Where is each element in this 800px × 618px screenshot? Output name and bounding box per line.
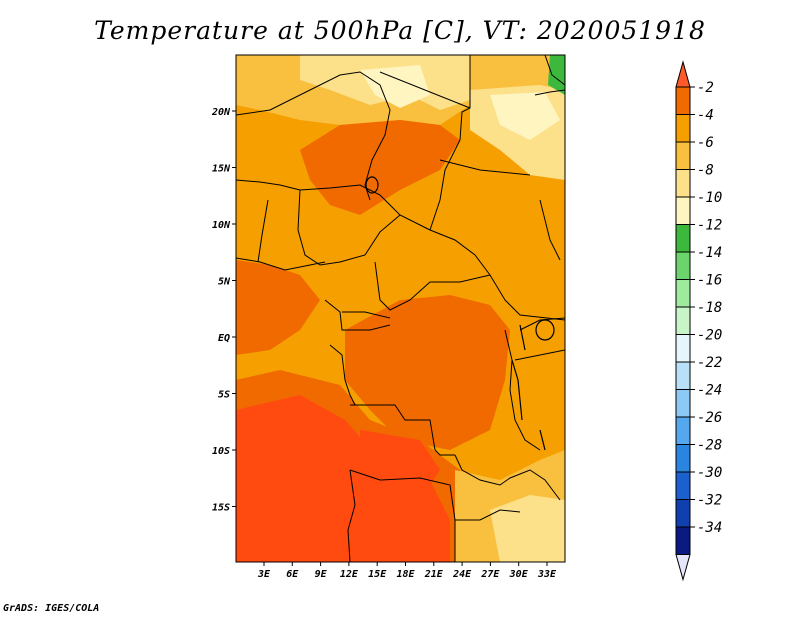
colorbar-label: -16 — [697, 273, 722, 289]
colorbar-label: -10 — [697, 190, 722, 206]
colorbar-swatch — [675, 361, 691, 390]
colorbar-label: -28 — [697, 438, 722, 454]
country-borders — [236, 55, 565, 562]
colorbar-swatch — [675, 196, 691, 225]
colorbar-swatch — [675, 499, 691, 528]
colorbar-swatch — [675, 471, 691, 500]
lon-tick-label: 12E — [340, 569, 359, 580]
chart-title: Temperature at 500hPa [C], VT: 202005191… — [94, 16, 706, 45]
lat-tick-label: 15S — [212, 503, 230, 514]
colorbar-label: -32 — [697, 493, 722, 509]
lon-tick-label: 15E — [368, 569, 387, 580]
temperature-field — [236, 55, 565, 562]
lat-tick-label: 15N — [212, 164, 231, 175]
lakes — [365, 176, 555, 451]
lon-tick-label: 27E — [480, 569, 500, 580]
colorbar-swatch — [675, 306, 691, 335]
lat-tick-label: 10S — [212, 446, 230, 457]
colorbar-label: -8 — [697, 163, 714, 179]
colorbar-label: -34 — [697, 520, 722, 536]
longitude-axis: 3E 6E 9E 12E 15E 18E 21E 24E 27E 30E 33E — [257, 562, 557, 580]
colorbar-swatch — [675, 86, 691, 115]
colorbar-top-arrow — [675, 60, 691, 88]
lat-tick-label: 10N — [212, 220, 231, 231]
colorbar: -2 -4 -6 -8 -10 -12 -14 -16 -18 -20 -22 -24 -26 -28 -3… — [675, 60, 722, 582]
grads-credit: GrADS: IGES/COLA — [3, 603, 100, 614]
colorbar-label: -20 — [697, 328, 722, 344]
colorbar-swatch — [675, 279, 691, 308]
lon-tick-label: 18E — [396, 569, 415, 580]
colorbar-swatch — [675, 389, 691, 418]
colorbar-label: -24 — [697, 383, 722, 399]
colorbar-swatch — [675, 114, 691, 143]
lon-tick-label: 6E — [286, 569, 299, 580]
lat-tick-label: EQ — [218, 333, 230, 344]
colorbar-label: -26 — [697, 410, 722, 426]
lon-tick-label: 21E — [424, 569, 444, 580]
map-frame — [235, 54, 566, 563]
lon-tick-label: 33E — [537, 569, 557, 580]
colorbar-swatch — [675, 526, 691, 555]
colorbar-swatch — [675, 251, 691, 280]
latitude-axis: 20N 15N 10N 5N EQ 5S 10S 15S — [211, 107, 236, 514]
colorbar-swatch — [675, 224, 691, 253]
colorbar-swatch — [675, 416, 691, 445]
lon-tick-label: 3E — [257, 569, 271, 580]
lon-tick-label: 24E — [452, 569, 472, 580]
colorbar-label: -22 — [697, 355, 722, 371]
colorbar-label: -14 — [697, 245, 722, 261]
colorbar-label: -2 — [697, 80, 714, 96]
lon-tick-label: 30E — [509, 569, 529, 580]
colorbar-swatch — [675, 141, 691, 170]
colorbar-label: -12 — [697, 218, 722, 234]
colorbar-label: -30 — [697, 465, 722, 481]
lon-tick-label: 9E — [315, 569, 328, 580]
colorbar-swatch — [675, 169, 691, 198]
colorbar-swatch — [675, 444, 691, 473]
lat-tick-label: 5S — [218, 390, 230, 401]
colorbar-label: -4 — [697, 108, 714, 124]
lat-tick-label: 5N — [218, 277, 231, 288]
colorbar-label: -18 — [697, 300, 722, 316]
colorbar-bottom-arrow — [675, 554, 691, 582]
colorbar-label: -6 — [697, 135, 714, 151]
lat-tick-label: 20N — [211, 107, 231, 118]
colorbar-swatch — [675, 334, 691, 363]
